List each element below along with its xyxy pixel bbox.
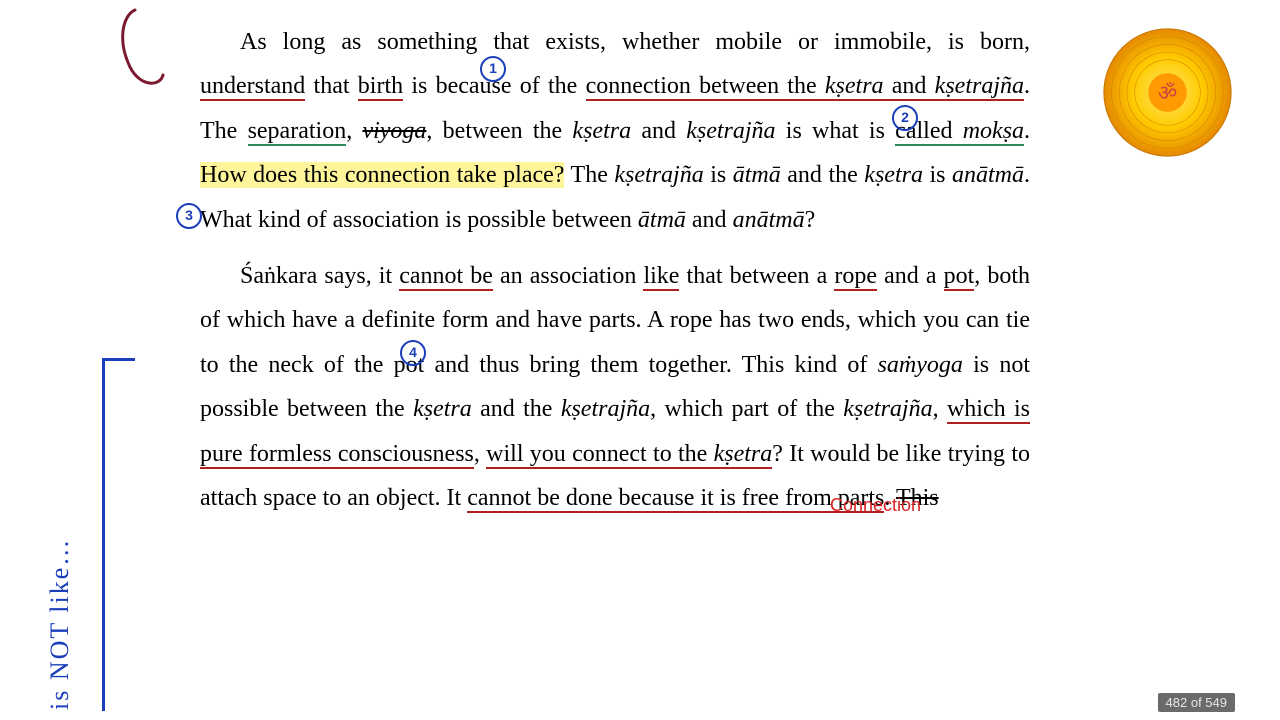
underlined-text: rope [834,263,877,291]
text: and the [781,162,865,188]
underlined-text: separation [248,118,347,146]
underlined-text: birth [358,73,403,101]
annotation-circle-2: 2 [892,105,918,131]
italic-text: anātmā [952,162,1024,188]
annotation-circle-3: 3 [176,203,202,229]
text: , [346,118,362,144]
italic-text: kṣetra [572,118,631,144]
underlined-text: will you connect to the kṣetra [486,441,772,469]
margin-bracket [102,358,135,711]
text: , between the [426,118,572,144]
struck-text: viyoga [362,118,426,144]
underlined-text: connection between the kṣetra and kṣetra… [586,73,1024,101]
document-body: As long as something that exists, whethe… [200,20,1030,532]
italic-text: saṁyoga [878,352,963,378]
text: and the [472,396,561,422]
highlighted-text: How does this connection take place? [200,162,564,188]
text: The [564,162,614,188]
text: is [923,162,952,188]
margin-handwriting: is NOT like… [45,538,75,710]
annotation-circle-4: 4 [400,340,426,366]
underlined-text: like [643,263,679,291]
text: and [631,118,686,144]
italic-text: kṣetra [413,396,472,422]
underlined-text: pot [944,263,975,291]
text: . [1024,118,1030,144]
annotation-red-label: Connection [830,495,921,516]
underlined-text: cannot be [399,263,493,291]
italic-text: kṣetrajña [686,118,775,144]
om-mandala-logo: ॐ [1100,25,1235,160]
italic-text: kṣetrajña [614,162,703,188]
svg-text:ॐ: ॐ [1158,81,1177,105]
underlined-text: understand [200,73,305,101]
text: that [305,73,357,99]
text: Śaṅkara says, it [240,263,399,289]
text: that between a [679,263,834,289]
italic-text: kṣetrajña [561,396,650,422]
italic-text: ātmā [733,162,781,188]
text: is [704,162,733,188]
page-counter-badge: 482 of 549 [1158,693,1235,712]
underlined-text: cannot be done because it is free from p… [467,485,884,513]
text: and a [877,263,944,289]
italic-text: ātmā [638,207,686,233]
hand-hook-mark [105,5,175,115]
text: is what is [776,118,896,144]
text: , [933,396,947,422]
text: ? [805,207,816,233]
text: , [474,441,486,467]
annotation-circle-1: 1 [480,56,506,82]
italic-text: anātmā [733,207,805,233]
italic-text: kṣetrajña [843,396,932,422]
text: , which part of the [650,396,843,422]
text: and [686,207,733,233]
text: As long as something that exists, whethe… [240,29,1030,55]
text: an association [493,263,644,289]
italic-text: kṣetra [864,162,923,188]
paragraph-2: Śaṅkara says, it cannot be an associatio… [200,254,1030,520]
